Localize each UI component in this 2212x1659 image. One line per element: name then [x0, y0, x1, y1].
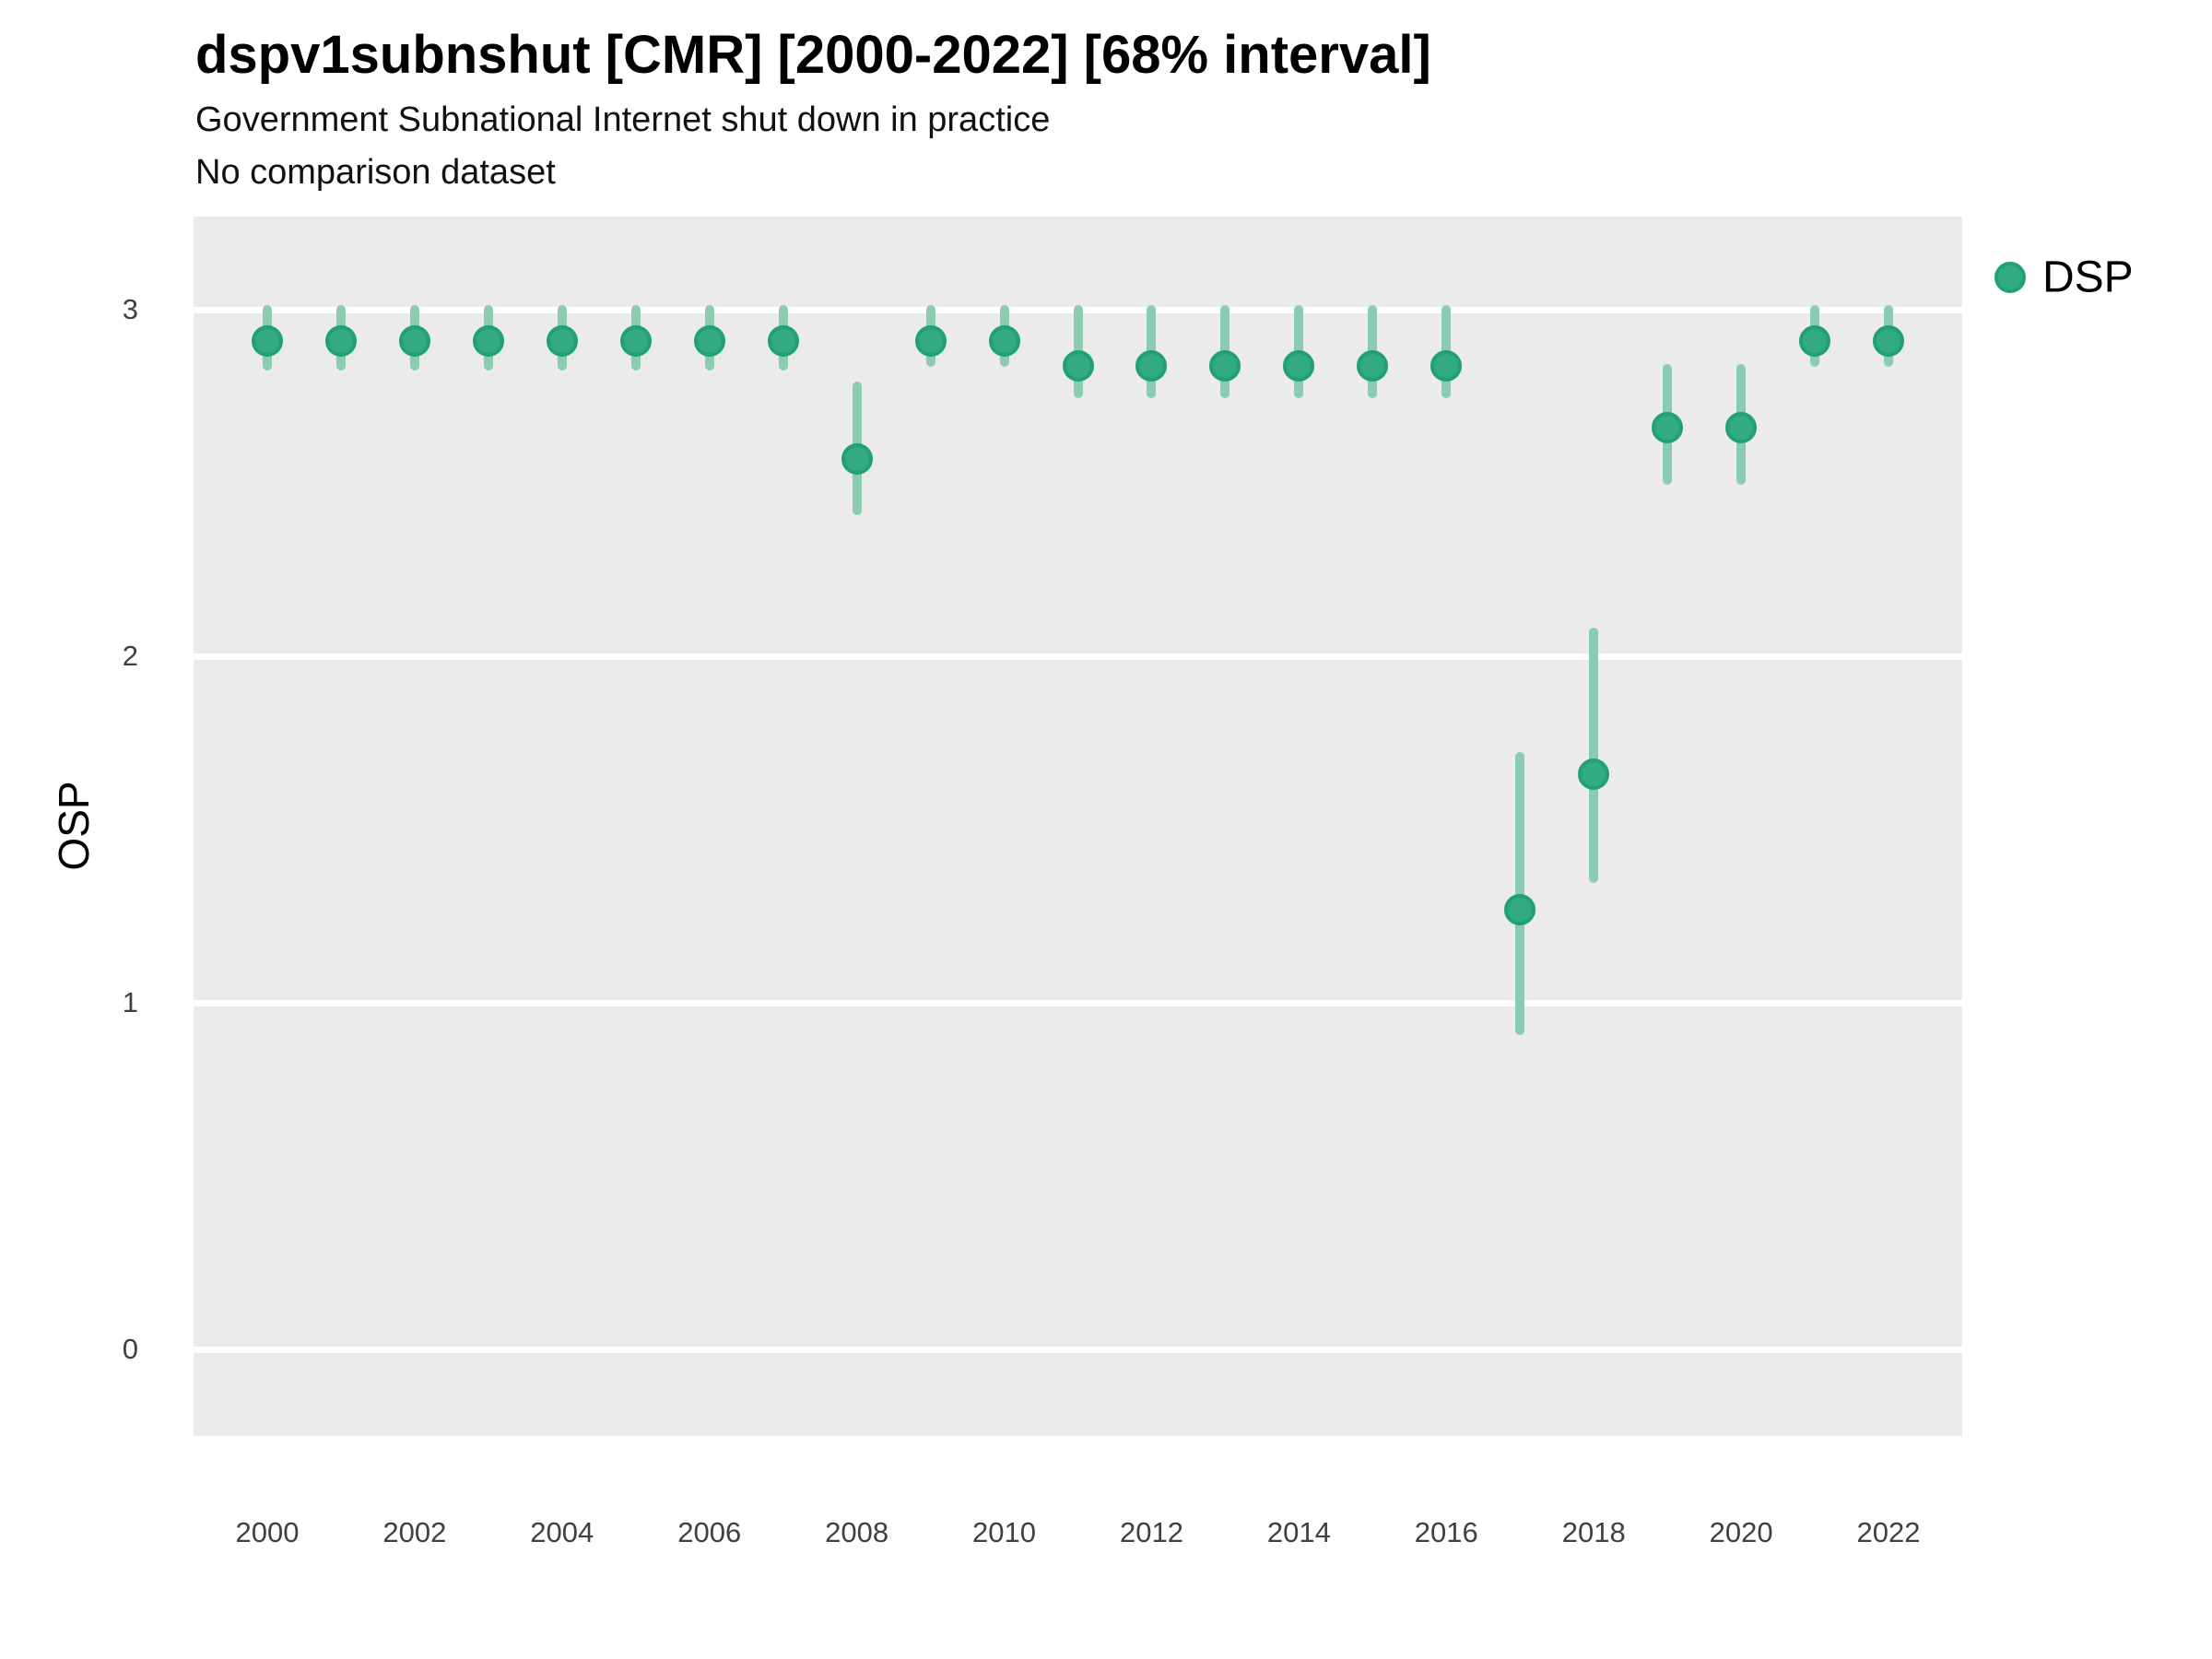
legend-key-dot-icon: [1994, 262, 2026, 293]
data-point-2001: [324, 325, 357, 358]
plot-subtitle: Government Subnational Internet shut dow…: [195, 100, 1051, 139]
data-point-2003: [472, 325, 504, 358]
y-tick-label-2: 2: [122, 640, 138, 673]
plot-panel: [194, 217, 1962, 1436]
data-point-2011: [1062, 349, 1094, 382]
data-point-2010: [988, 325, 1020, 358]
data-point-2017: [1504, 893, 1536, 925]
data-point-2021: [1799, 325, 1831, 358]
data-point-2006: [693, 325, 725, 358]
data-point-2007: [767, 325, 799, 358]
gridline-y-1: [194, 999, 1962, 1006]
data-point-2008: [841, 443, 873, 476]
data-point-2005: [619, 325, 652, 358]
plot-note: No comparison dataset: [195, 153, 556, 192]
data-point-2012: [1135, 349, 1168, 382]
x-tick-label-2000: 2000: [235, 1516, 300, 1548]
legend-label: DSP: [2042, 253, 2134, 302]
x-tick-label-2006: 2006: [677, 1516, 742, 1548]
x-tick-label-2022: 2022: [1856, 1516, 1921, 1548]
data-point-2016: [1430, 349, 1463, 382]
data-point-2013: [1209, 349, 1241, 382]
x-tick-label-2016: 2016: [1414, 1516, 1478, 1548]
gridline-y-2: [194, 653, 1962, 660]
data-point-2004: [546, 325, 578, 358]
y-axis-title: OSP: [50, 781, 98, 871]
x-tick-label-2020: 2020: [1709, 1516, 1773, 1548]
x-tick-label-2004: 2004: [530, 1516, 594, 1548]
y-tick-label-3: 3: [122, 293, 138, 326]
data-point-2019: [1652, 412, 1684, 444]
data-point-2014: [1283, 349, 1315, 382]
x-tick-label-2008: 2008: [825, 1516, 889, 1548]
x-tick-label-2012: 2012: [1119, 1516, 1183, 1548]
interval-bar: [1589, 628, 1599, 883]
data-point-2015: [1357, 349, 1389, 382]
plot-title: dspv1subnshut [CMR] [2000-2022] [68% int…: [195, 25, 1431, 85]
x-tick-label-2018: 2018: [1561, 1516, 1626, 1548]
x-tick-label-2014: 2014: [1266, 1516, 1331, 1548]
data-point-2002: [398, 325, 430, 358]
gridline-y-0: [194, 1346, 1962, 1353]
y-tick-label-1: 1: [122, 986, 138, 1019]
data-point-2000: [251, 325, 283, 358]
y-tick-label-0: 0: [122, 1333, 138, 1366]
x-tick-label-2002: 2002: [382, 1516, 447, 1548]
data-point-2022: [1873, 325, 1905, 358]
data-point-2009: [914, 325, 947, 358]
data-point-2018: [1578, 759, 1610, 791]
x-tick-label-2010: 2010: [972, 1516, 1037, 1548]
data-point-2020: [1725, 412, 1758, 444]
